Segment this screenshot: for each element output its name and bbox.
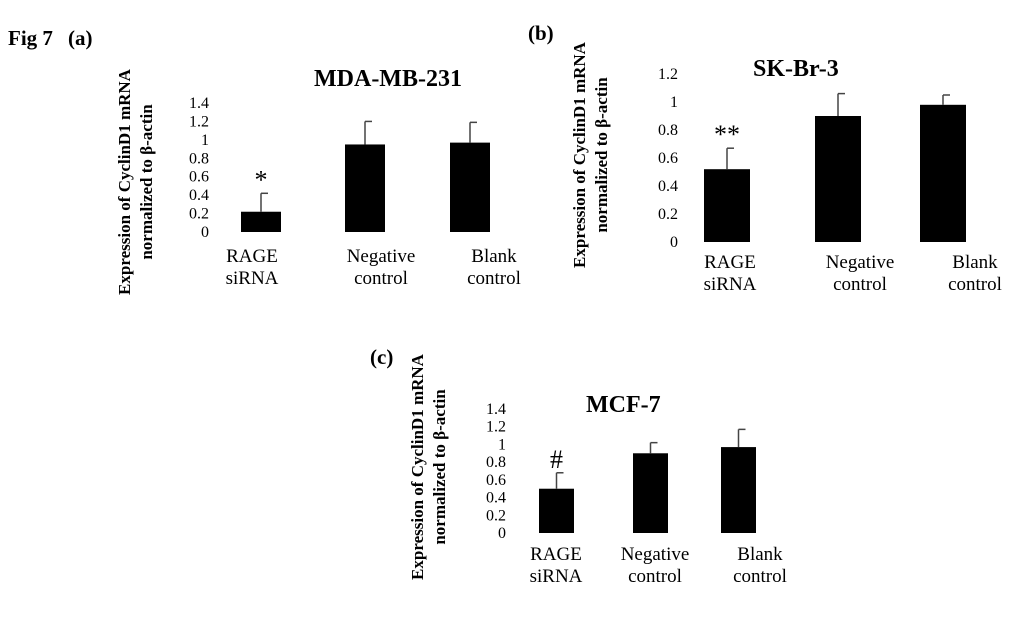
- y-tick-label: 0.6: [189, 169, 209, 186]
- panel-label: (b): [528, 21, 554, 45]
- y-tick-label: 0: [498, 525, 506, 542]
- y-tick-label: 0.8: [658, 122, 678, 139]
- y-axis-label-line: normalized to β-actin: [137, 104, 156, 260]
- category-label-line: RAGE: [226, 246, 278, 267]
- y-tick-label: 1.4: [486, 401, 506, 418]
- y-axis-label-line: Expression of CyclinD1 mRNA: [408, 353, 427, 580]
- chart-panel-3: (c) MCF-7 Expression of CyclinD1 mRNA norma…: [370, 345, 787, 587]
- bar: [241, 211, 281, 232]
- category-label: Blank control: [948, 252, 1002, 295]
- y-tick-label: 1.2: [658, 66, 678, 83]
- chart-title: SK-Br-3: [753, 56, 839, 82]
- chart-title: MCF-7: [586, 392, 661, 418]
- y-tick-label: 1: [201, 132, 209, 149]
- category-label-line: Blank: [471, 246, 517, 267]
- figure-label: Fig 7: [8, 26, 53, 50]
- bar: [815, 116, 861, 242]
- panel-label: (a): [68, 26, 93, 50]
- y-tick-label: 0.4: [658, 178, 678, 195]
- category-label-line: Negative: [621, 544, 690, 565]
- category-label-line: control: [467, 268, 521, 289]
- y-tick-label: 0.8: [486, 454, 506, 471]
- panel-label: (c): [370, 345, 393, 369]
- category-label: Negative control: [621, 544, 690, 587]
- category-label: RAGE siRNA: [704, 252, 757, 295]
- bar: [704, 169, 750, 242]
- y-axis-label: Expression of CyclinD1 mRNA normalized to…: [115, 68, 156, 295]
- y-axis-label-line: Expression of CyclinD1 mRNA: [115, 68, 134, 295]
- y-tick-label: 0.6: [658, 150, 678, 167]
- category-label-line: Blank: [737, 544, 783, 565]
- bar: [721, 447, 756, 533]
- category-label-line: control: [354, 268, 408, 289]
- y-tick-label: 0.6: [486, 472, 506, 489]
- chart-panel-2: (b) SK-Br-3 Expression of CyclinD1 mRNA nor…: [528, 21, 1002, 295]
- significance-marker: **: [714, 120, 740, 149]
- y-axis-label-line: normalized to β-actin: [592, 77, 611, 233]
- y-axis-label-line: normalized to β-actin: [430, 389, 449, 545]
- category-label: Negative control: [347, 246, 416, 289]
- category-label: Blank control: [733, 544, 787, 587]
- y-tick-label: 1.4: [189, 95, 209, 112]
- significance-marker: #: [550, 445, 563, 474]
- y-tick-label: 0.4: [486, 490, 506, 507]
- category-label: RAGE siRNA: [226, 246, 279, 289]
- y-tick-label: 1.2: [486, 419, 506, 436]
- category-label-line: control: [948, 274, 1002, 295]
- y-tick-label: 0.8: [189, 150, 209, 167]
- bar: [539, 488, 574, 533]
- category-label-line: siRNA: [704, 274, 757, 295]
- y-tick-label: 1: [498, 436, 506, 453]
- category-label-line: Negative: [347, 246, 416, 267]
- y-tick-label: 0: [670, 234, 678, 251]
- bar: [345, 144, 385, 232]
- category-label: Blank control: [467, 246, 521, 289]
- category-label-line: control: [733, 566, 787, 587]
- category-label-line: RAGE: [704, 252, 756, 273]
- chart-panel-1: (a) MDA-MB-231 Expression of CyclinD1 mRNA…: [68, 26, 521, 295]
- bar: [633, 453, 668, 533]
- bar: [920, 104, 966, 242]
- category-label-line: Blank: [952, 252, 998, 273]
- category-label-line: control: [628, 566, 682, 587]
- y-axis-label: Expression of CyclinD1 mRNA normalized to…: [408, 353, 449, 580]
- y-tick-label: 0.2: [189, 206, 209, 223]
- category-label-line: siRNA: [530, 566, 583, 587]
- category-label-line: RAGE: [530, 544, 582, 565]
- y-axis-label: Expression of CyclinD1 mRNA normalized to…: [570, 41, 611, 268]
- y-tick-label: 1.2: [189, 113, 209, 130]
- y-tick-label: 0.4: [189, 187, 209, 204]
- category-label: Negative control: [826, 252, 895, 295]
- y-tick-label: 0: [201, 224, 209, 241]
- category-label-line: Negative: [826, 252, 895, 273]
- significance-marker: *: [255, 165, 268, 194]
- chart-title: MDA-MB-231: [314, 66, 462, 92]
- category-label-line: siRNA: [226, 268, 279, 289]
- y-axis-label-line: Expression of CyclinD1 mRNA: [570, 41, 589, 268]
- y-tick-label: 1: [670, 94, 678, 111]
- y-tick-label: 0.2: [658, 206, 678, 223]
- bar: [450, 142, 490, 232]
- category-label: RAGE siRNA: [530, 544, 583, 587]
- y-tick-label: 0.2: [486, 507, 506, 524]
- category-label-line: control: [833, 274, 887, 295]
